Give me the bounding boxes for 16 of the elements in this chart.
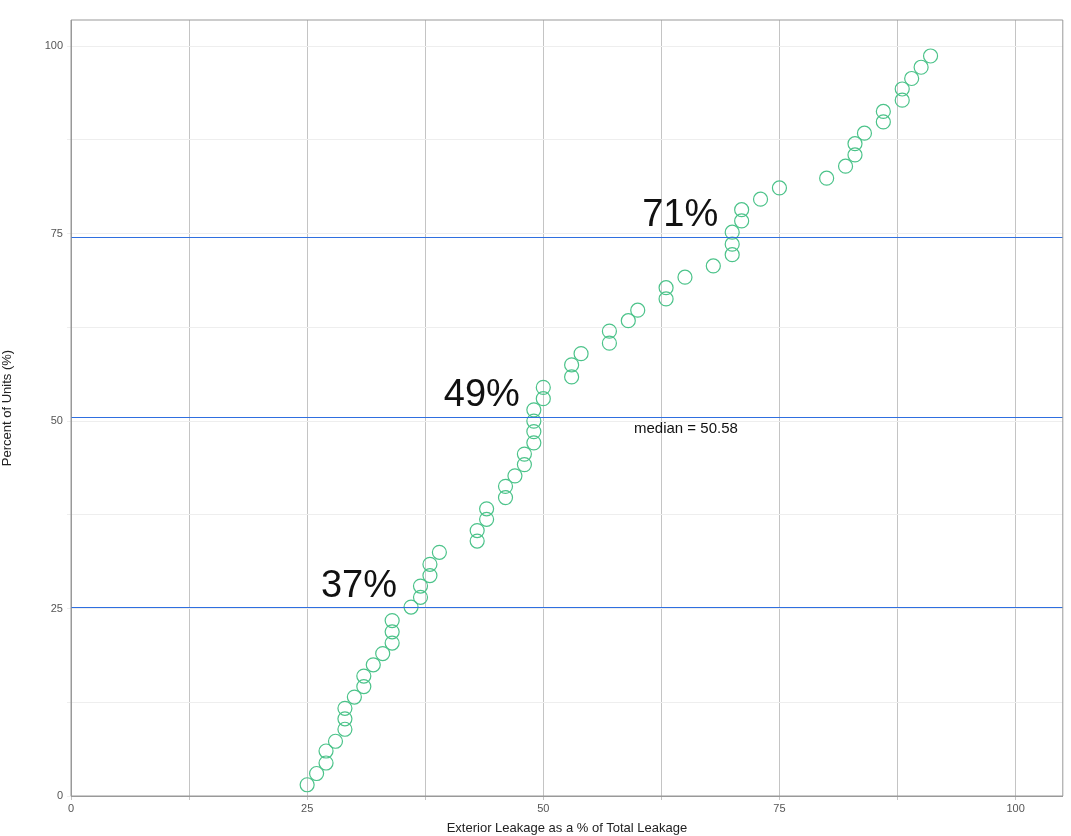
annotation: 71% (642, 192, 719, 235)
y-tick-label: 50 (50, 414, 63, 427)
x-tick-label: 100 (1006, 801, 1025, 814)
x-tick-label: 50 (537, 801, 550, 814)
annotation: 49% (443, 372, 520, 415)
y-tick-label: 75 (50, 226, 63, 239)
y-tick-label: 100 (44, 39, 63, 52)
annotation: median = 50.58 (634, 419, 738, 437)
x-tick-label: 25 (301, 801, 314, 814)
x-axis-title: Exterior Leakage as a % of Total Leakage (446, 819, 688, 835)
y-tick-label: 25 (50, 601, 63, 614)
x-tick-label: 75 (773, 801, 786, 814)
y-tick-label: 0 (56, 789, 63, 802)
x-tick-label: 0 (67, 801, 75, 814)
annotation: 37% (320, 562, 398, 605)
y-axis-title: Percent of Units (%) (0, 349, 15, 467)
